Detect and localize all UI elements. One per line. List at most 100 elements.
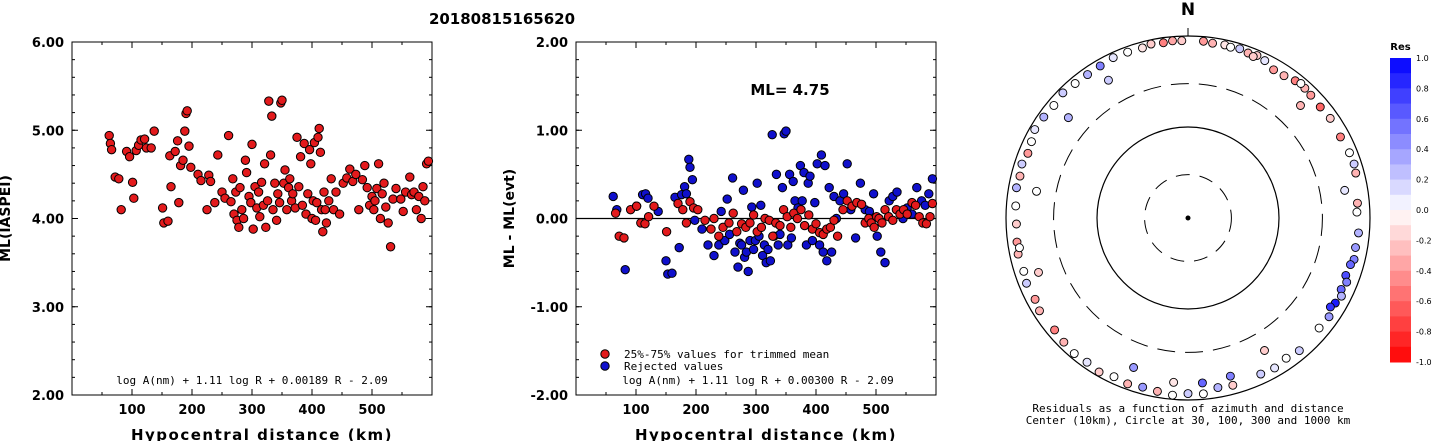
data-point [178,155,188,165]
residual-point [1314,323,1324,333]
colorbar-segment [1390,346,1411,363]
residual-point [1146,39,1156,49]
data-point [730,247,740,257]
data-point [396,194,406,204]
data-point [369,204,379,215]
x-tick-label: 400 [298,403,325,418]
data-point [912,182,922,193]
data-point [824,182,834,193]
data-point [313,132,323,143]
residual-point [1094,367,1104,377]
x-tick-label: 200 [178,403,205,418]
residual-point [1063,113,1073,123]
data-point [838,204,848,215]
colorbar-tick-label: 0.2 [1416,176,1429,185]
residual-point [1138,382,1148,392]
data-point [745,218,755,228]
residual-point [1197,378,1207,388]
data-point [872,231,882,241]
colorbar-tick-label: -0.6 [1416,297,1432,306]
colorbar-tick-label: 0.4 [1416,145,1429,154]
data-point [797,196,807,206]
colorbar-segment [1390,316,1411,333]
data-point [139,134,150,144]
y-tick-label: -2.00 [531,389,568,404]
data-point [259,159,270,169]
x-tick-label: 100 [622,403,649,418]
data-point [681,189,692,199]
residual-point [1345,148,1354,158]
residual-point [1011,219,1021,229]
data-point [697,224,707,234]
data-point [902,209,912,219]
data-point [241,167,252,178]
residual-point [1095,61,1105,71]
data-point [876,247,886,257]
data-point [255,212,265,222]
data-point [855,178,866,188]
residual-point [1351,243,1360,252]
residual-point [1137,43,1147,53]
data-point [709,250,719,261]
colorbar-segment [1390,164,1411,181]
data-point [319,187,329,197]
data-point [334,209,345,219]
data-point [643,193,653,203]
residual-point [1213,383,1223,393]
residual-point [1049,100,1059,110]
data-point [416,213,426,224]
residual-point [1015,171,1025,181]
data-point [777,182,788,193]
data-point [157,203,168,213]
residual-point [1248,52,1258,61]
data-point [170,146,180,157]
colorbar-tick-label: 1.0 [1416,54,1429,63]
data-point [303,189,313,199]
residual-point [1225,371,1235,381]
y-axis-label: ML(IASPEI) [0,175,14,262]
data-point [747,202,757,212]
data-point [687,174,698,185]
residual-point [1346,260,1355,270]
data-point [768,231,778,241]
data-point [362,182,372,193]
data-point [743,266,753,277]
legend-label: Rejected values [624,360,723,373]
data-point [375,213,386,224]
data-point [856,199,867,210]
data-point [256,177,267,188]
residual-point [1012,183,1021,193]
data-point [320,204,330,215]
y-tick-label: 2.00 [536,36,568,51]
colorbar-segment [1390,58,1411,74]
data-point [270,178,280,188]
data-point [756,222,767,233]
data-point [104,130,114,141]
residual-point [1306,90,1316,100]
residual-point [1019,266,1029,276]
data-point [174,197,184,208]
data-point [807,235,818,246]
data-point [773,240,783,250]
residual-point [1177,36,1187,46]
data-point [262,196,273,206]
residual-point [1340,185,1350,195]
residual-point [1336,291,1346,301]
data-point [832,231,843,241]
y-tick-label: 1.00 [536,124,568,139]
data-point [149,126,159,136]
figure-title: 20180815165620 [429,10,575,28]
data-point [678,204,688,215]
data-point [608,191,618,202]
data-point [631,201,642,211]
data-point [728,208,738,218]
residual-point [1198,389,1208,399]
data-point [226,197,236,207]
residual-point [1059,337,1069,347]
data-point [804,210,814,220]
data-point [292,132,302,143]
data-point [685,162,695,173]
data-point [786,233,797,243]
data-point [106,144,117,155]
panel-ml-iaspei: 100 200 300 400 500 2.00 3.00 4.00 5.00 6.00 Hypoc… [0,36,434,444]
